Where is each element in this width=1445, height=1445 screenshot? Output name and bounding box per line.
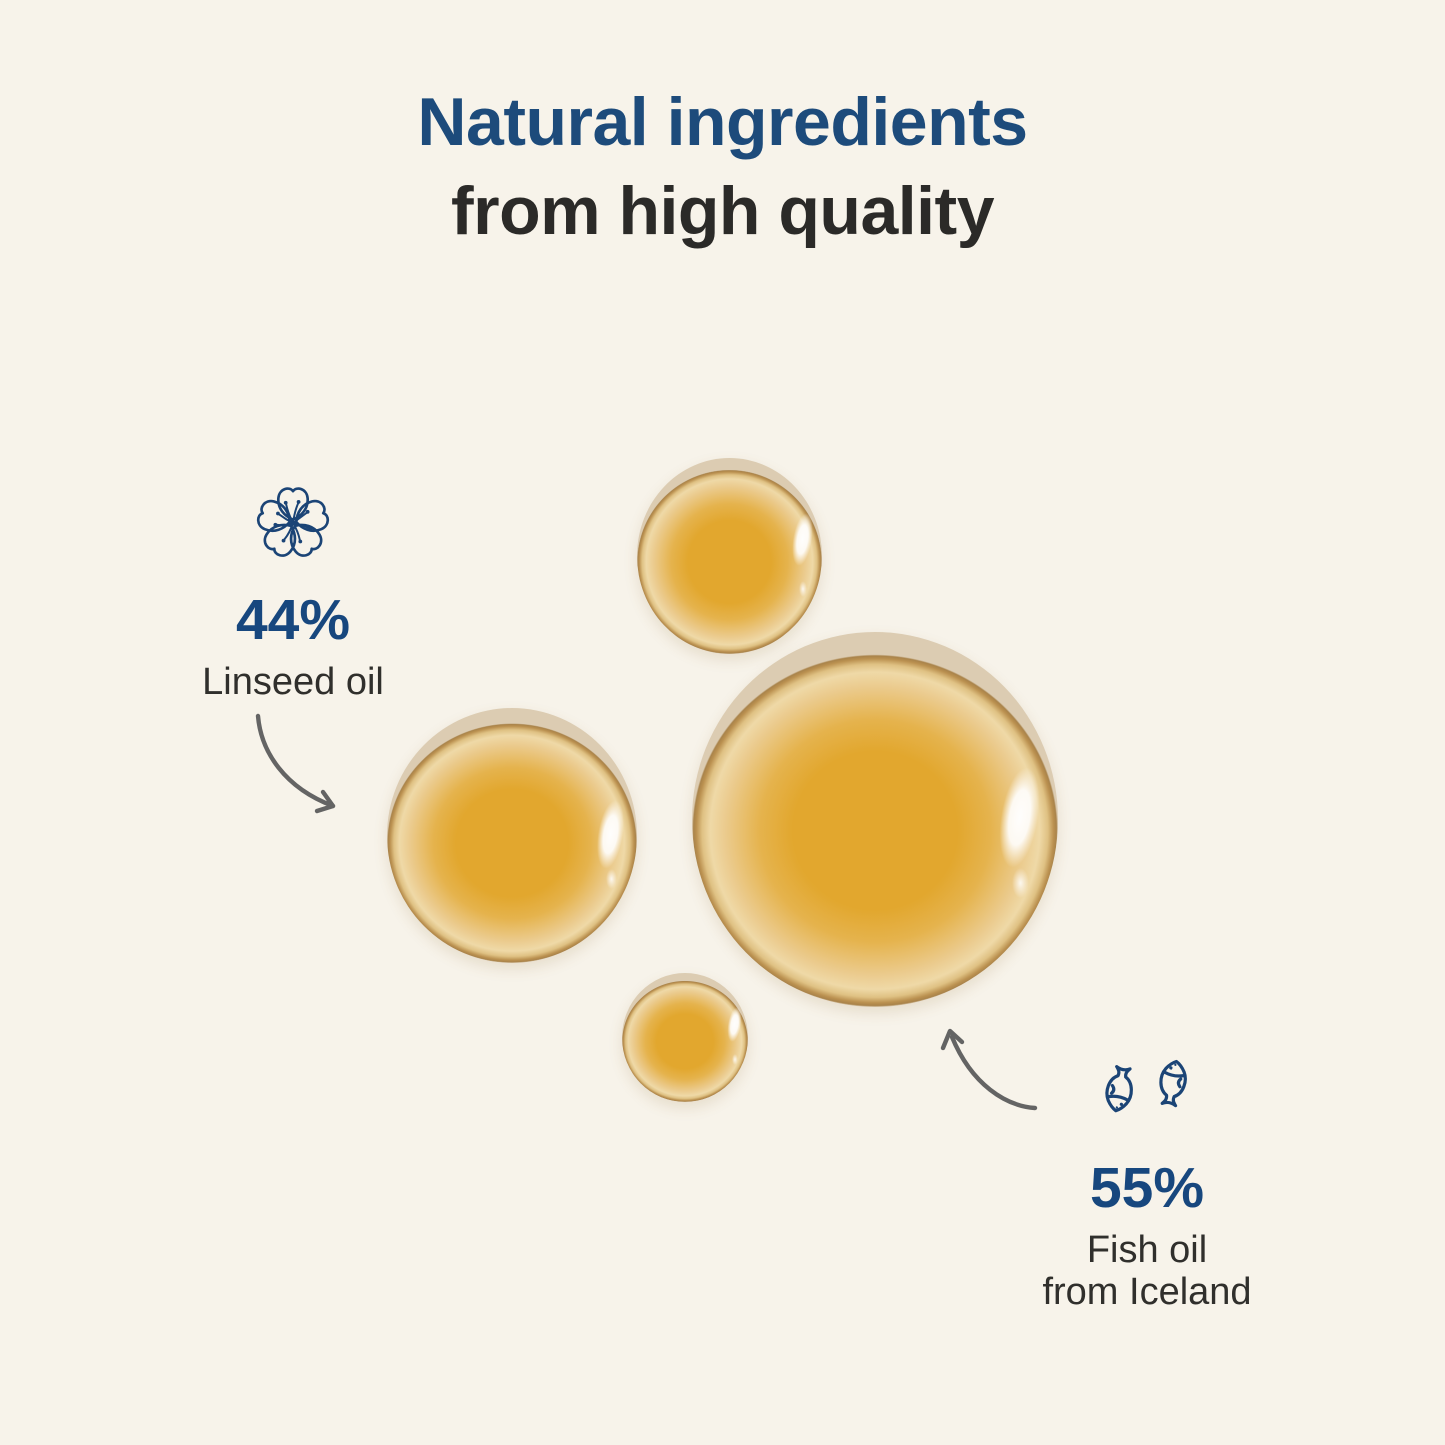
oil-drop-small-bottom [622,973,748,1102]
oil-drop-medium-left [387,708,637,963]
fish-oil-callout: 55% Fish oil from Iceland [997,1042,1297,1313]
page-title-line2: from high quality [450,173,995,249]
fish-percent: 55% [1089,1156,1205,1220]
fish-label: Fish oil from Iceland [997,1229,1297,1313]
oil-drop-large [692,632,1058,1007]
linseed-callout: 44% Linseed oil [143,480,443,703]
flax-flower-icon [256,487,330,557]
page-title-line1: Natural ingredients [417,84,1028,160]
linseed-percent: 44% [235,588,351,652]
flower-stamens [273,500,313,544]
fish-label-line2: from Iceland [1042,1271,1252,1313]
linseed-label: Linseed oil [202,661,384,703]
page-title: Natural ingredients from high quality [0,78,1445,256]
arrow-to-linseed-drop [255,713,336,814]
fish-label-line1: Fish oil [1086,1229,1208,1271]
arrow-to-fish-drop [940,1028,1038,1111]
fish-icon [1103,1058,1190,1114]
oil-drop-small-top [637,458,822,654]
